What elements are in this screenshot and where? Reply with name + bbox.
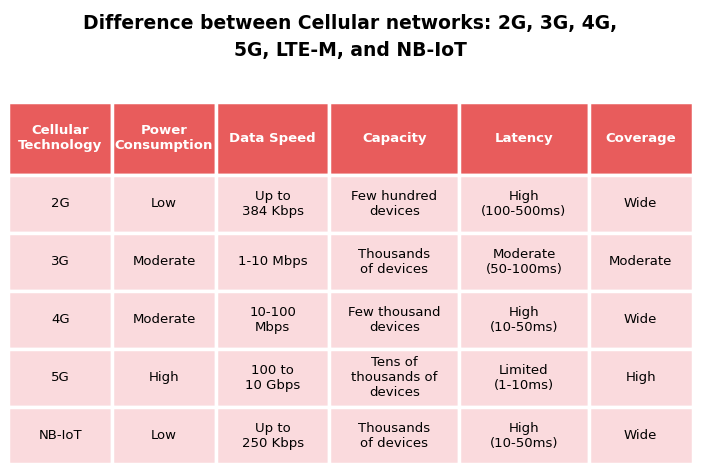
Text: Cellular
Technology: Cellular Technology: [18, 124, 102, 152]
Text: Moderate: Moderate: [609, 255, 672, 268]
Text: Up to
250 Kbps: Up to 250 Kbps: [242, 421, 304, 449]
Text: Moderate: Moderate: [132, 313, 196, 326]
Text: 1-10 Mbps: 1-10 Mbps: [238, 255, 308, 268]
Text: Few thousand
devices: Few thousand devices: [348, 306, 440, 334]
Text: High: High: [149, 371, 179, 384]
Text: Few hundred
devices: Few hundred devices: [351, 190, 437, 218]
Text: Low: Low: [151, 197, 177, 210]
Text: High
(10-50ms): High (10-50ms): [490, 306, 558, 334]
Text: Power
Consumption: Power Consumption: [115, 124, 213, 152]
Text: Up to
384 Kbps: Up to 384 Kbps: [242, 190, 304, 218]
Text: 5G: 5G: [51, 371, 69, 384]
Text: 100 to
10 Gbps: 100 to 10 Gbps: [245, 364, 300, 392]
Text: High
(100-500ms): High (100-500ms): [482, 190, 566, 218]
Text: Wide: Wide: [624, 429, 658, 442]
Text: NB-IoT: NB-IoT: [39, 429, 82, 442]
Text: Thousands
of devices: Thousands of devices: [358, 421, 430, 449]
Text: Wide: Wide: [624, 197, 658, 210]
Text: Latency: Latency: [495, 132, 553, 145]
Text: Data Speed: Data Speed: [229, 132, 316, 145]
Text: Wide: Wide: [624, 313, 658, 326]
Text: Moderate: Moderate: [132, 255, 196, 268]
Text: Low: Low: [151, 429, 177, 442]
Text: Difference between Cellular networks: 2G, 3G, 4G,
5G, LTE-M, and NB-IoT: Difference between Cellular networks: 2G…: [83, 14, 618, 60]
Text: High
(10-50ms): High (10-50ms): [490, 421, 558, 449]
Text: 2G: 2G: [51, 197, 69, 210]
Text: Thousands
of devices: Thousands of devices: [358, 248, 430, 276]
Text: 10-100
Mbps: 10-100 Mbps: [250, 306, 296, 334]
Text: 3G: 3G: [51, 255, 69, 268]
Text: Capacity: Capacity: [362, 132, 427, 145]
Text: Limited
(1-10ms): Limited (1-10ms): [494, 364, 554, 392]
Text: 4G: 4G: [51, 313, 69, 326]
Text: Moderate
(50-100ms): Moderate (50-100ms): [486, 248, 562, 276]
Text: High: High: [625, 371, 656, 384]
Text: Tens of
thousands of
devices: Tens of thousands of devices: [351, 356, 437, 399]
Text: Coverage: Coverage: [606, 132, 676, 145]
